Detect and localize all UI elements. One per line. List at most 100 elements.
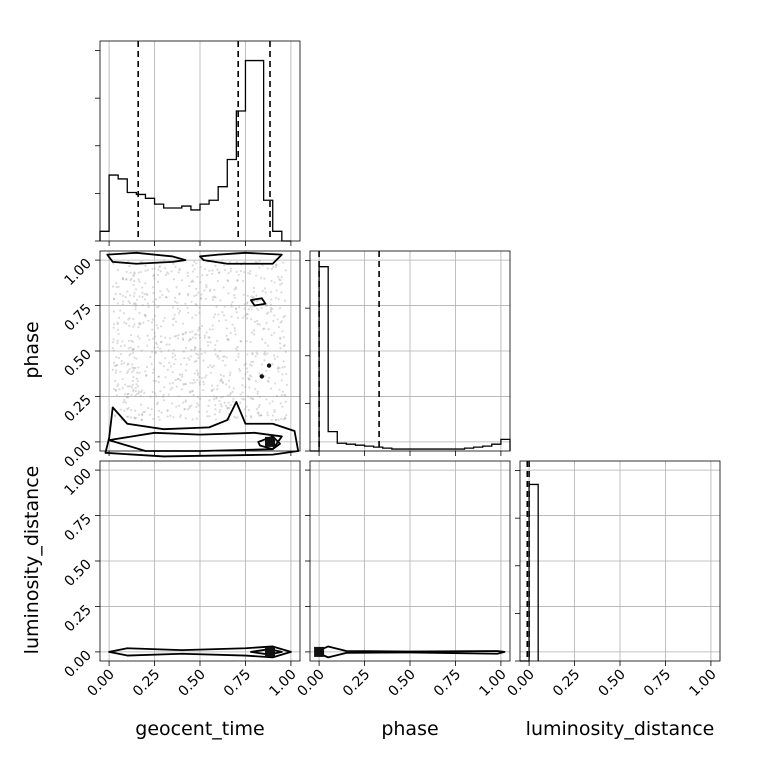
scatter-point	[260, 306, 263, 309]
scatter-point	[255, 351, 258, 354]
scatter-point	[204, 376, 207, 379]
scatter-point	[128, 354, 131, 357]
scatter-point	[248, 378, 251, 381]
scatter-point	[266, 379, 269, 382]
scatter-point	[195, 262, 198, 265]
panel-luminosity_distance_vs_geocent_time-ytick-label-2: 0.50	[61, 557, 94, 590]
scatter-point	[186, 271, 189, 274]
scatter-point	[187, 356, 190, 360]
scatter-point	[257, 309, 260, 312]
scatter-point	[137, 271, 140, 274]
scatter-point	[243, 363, 246, 367]
scatter-point	[133, 272, 136, 275]
scatter-point	[195, 304, 198, 307]
scatter-point	[178, 292, 181, 295]
scatter-point	[132, 302, 135, 305]
scatter-point	[265, 398, 268, 401]
scatter-point	[269, 308, 272, 311]
scatter-point	[134, 386, 137, 390]
scatter-point	[191, 382, 194, 385]
scatter-point	[142, 410, 145, 414]
scatter-point	[184, 332, 187, 335]
scatter-point	[122, 312, 126, 315]
scatter-point	[244, 362, 248, 366]
scatter-point	[157, 375, 161, 378]
scatter-point	[229, 270, 232, 273]
scatter-point	[119, 309, 122, 312]
scatter-point	[196, 353, 200, 356]
scatter-point	[245, 405, 248, 408]
scatter-point	[155, 395, 158, 398]
scatter-point	[280, 393, 283, 397]
scatter-point	[204, 297, 207, 300]
scatter-point	[156, 273, 160, 277]
scatter-point	[137, 390, 140, 393]
scatter-point	[245, 340, 248, 343]
scatter-point	[277, 366, 280, 369]
scatter-point	[225, 327, 229, 330]
scatter-point	[151, 417, 155, 421]
scatter-point	[198, 381, 201, 384]
scatter-point	[152, 379, 155, 382]
scatter-point	[256, 390, 259, 393]
scatter-point	[282, 316, 285, 319]
scatter-point	[119, 345, 123, 348]
scatter-point	[227, 401, 230, 404]
contour-luminosity_distance_vs_geocent_time-0	[108, 645, 292, 659]
scatter-point	[150, 321, 154, 324]
scatter-point	[116, 321, 119, 324]
scatter-point	[236, 349, 239, 352]
mode-marker-phase_vs_geocent_time-0	[265, 436, 275, 447]
scatter-point	[174, 378, 177, 382]
panel-luminosity_distance_vs_geocent_time-ytick-label-1: 0.25	[61, 602, 94, 635]
scatter-point	[127, 318, 130, 321]
scatter-point	[205, 284, 208, 287]
scatter-point	[257, 299, 260, 302]
scatter-point	[173, 362, 176, 366]
scatter-point	[184, 400, 187, 403]
scatter-point	[284, 350, 287, 353]
scatter-point	[263, 352, 266, 355]
contour-phase_vs_geocent_time-0	[106, 251, 187, 265]
scatter-point	[178, 267, 181, 270]
scatter-point	[193, 294, 196, 298]
scatter-point	[143, 391, 146, 394]
scatter-point	[245, 367, 249, 370]
scatter-point	[158, 361, 161, 364]
scatter-point	[112, 310, 116, 313]
scatter-point	[223, 401, 226, 405]
grid-layer	[100, 41, 720, 661]
scatter-point	[247, 409, 250, 412]
scatter-point	[188, 339, 191, 342]
y-axis-label-luminosity-distance: luminosity_distance	[21, 466, 43, 655]
scatter-point	[264, 341, 267, 344]
scatter-point	[164, 376, 167, 379]
scatter-point	[121, 377, 124, 381]
scatter-point	[156, 326, 160, 330]
scatter-point	[199, 397, 202, 400]
scatter-point	[145, 374, 148, 377]
scatter-point	[189, 338, 193, 341]
scatter-point	[256, 322, 259, 326]
scatter-point	[244, 314, 247, 317]
scatter-point	[126, 363, 129, 366]
scatter-point	[195, 359, 198, 363]
scatter-point	[234, 347, 238, 350]
scatter-point	[233, 296, 236, 299]
scatter-point	[234, 287, 237, 290]
scatter-point	[179, 415, 182, 419]
scatter-point	[251, 397, 254, 400]
scatter-point	[265, 369, 268, 372]
scatter-point	[248, 386, 251, 389]
scatter-point	[132, 388, 135, 391]
scatter-point	[234, 333, 237, 336]
scatter-point	[252, 286, 255, 290]
scatter-point	[175, 334, 178, 337]
scatter-point	[250, 416, 253, 419]
scatter-point	[211, 328, 214, 331]
panel-phase_vs_geocent_time-ytick-label-0: 0.00	[61, 437, 94, 470]
scatter-point	[166, 415, 169, 418]
scatter-point	[273, 410, 276, 414]
scatter-point	[221, 381, 224, 384]
